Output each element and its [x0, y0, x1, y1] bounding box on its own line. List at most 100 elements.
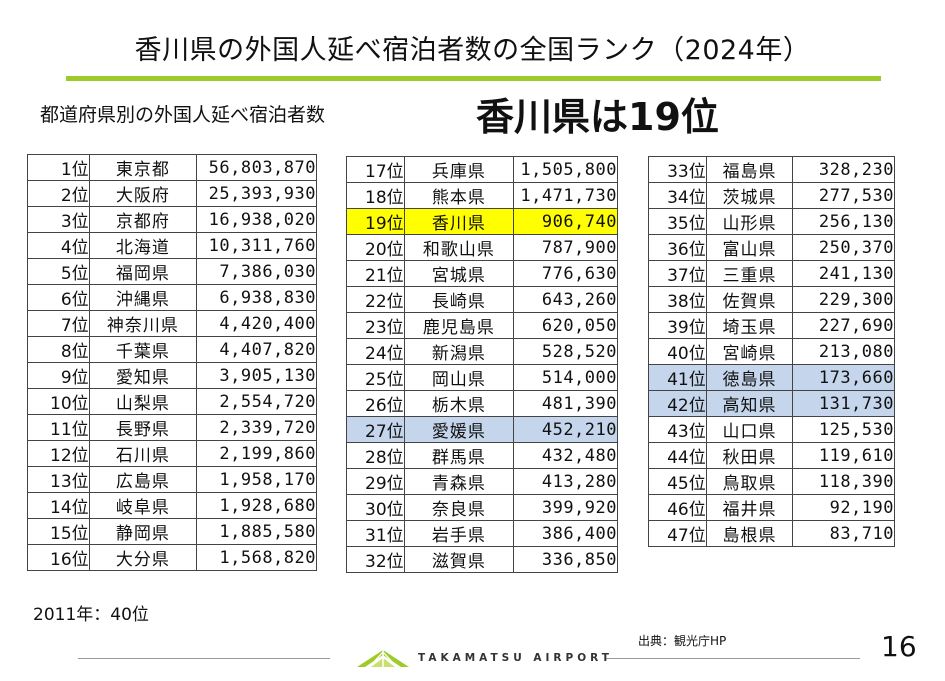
table-row: 45位 鳥取県 118,390 [648, 468, 895, 495]
table-row: 34位 茨城県 277,530 [648, 182, 895, 209]
prefecture-cell: 滋賀県 [403, 546, 515, 573]
rank-cell: 25位 [346, 364, 405, 391]
guest-nights-cell: 514,000 [513, 364, 618, 391]
rank-cell: 8位 [27, 336, 90, 363]
table-row: 21位 宮城県 776,630 [346, 260, 618, 287]
rank-cell: 33位 [648, 156, 707, 183]
prefecture-cell: 熊本県 [403, 182, 515, 209]
prefecture-cell: 長崎県 [403, 286, 515, 313]
guest-nights-cell: 250,370 [792, 234, 895, 261]
rank-cell: 47位 [648, 520, 707, 547]
rank-cell: 2位 [27, 180, 90, 207]
table-row: 26位 栃木県 481,390 [346, 390, 618, 417]
table-row: 5位 福岡県 7,386,030 [27, 258, 317, 285]
prefecture-cell: 鳥取県 [705, 468, 794, 495]
guest-nights-cell: 643,260 [513, 286, 618, 313]
guest-nights-cell: 118,390 [792, 468, 895, 495]
table-row: 17位 兵庫県 1,505,800 [346, 156, 618, 183]
prefecture-cell: 埼玉県 [705, 312, 794, 339]
prefecture-cell: 石川県 [88, 440, 198, 467]
prefecture-cell: 山口県 [705, 416, 794, 443]
guest-nights-cell: 213,080 [792, 338, 895, 365]
guest-nights-cell: 83,710 [792, 520, 895, 547]
rank-cell: 34位 [648, 182, 707, 209]
guest-nights-cell: 92,190 [792, 494, 895, 521]
prefecture-cell: 兵庫県 [403, 156, 515, 183]
prefecture-cell: 栃木県 [403, 390, 515, 417]
table-row: 23位 鹿児島県 620,050 [346, 312, 618, 339]
prefecture-cell: 群馬県 [403, 442, 515, 469]
rank-cell: 11位 [27, 414, 90, 441]
prefecture-cell: 新潟県 [403, 338, 515, 365]
prefecture-cell: 大分県 [88, 544, 198, 571]
rank-cell: 13位 [27, 466, 90, 493]
ranking-table-2: 17位 兵庫県 1,505,800 18位 熊本県 1,471,730 19位 香川県 906,… [346, 156, 618, 573]
rank-cell: 12位 [27, 440, 90, 467]
table-row: 22位 長崎県 643,260 [346, 286, 618, 313]
guest-nights-cell: 328,230 [792, 156, 895, 183]
rank-cell: 5位 [27, 258, 90, 285]
guest-nights-cell: 1,928,680 [196, 492, 317, 519]
table-row: 42位 高知県 131,730 [648, 390, 895, 417]
prefecture-cell: 鹿児島県 [403, 312, 515, 339]
table-row: 3位 京都府 16,938,020 [27, 206, 317, 233]
guest-nights-cell: 119,610 [792, 442, 895, 469]
prefecture-cell: 千葉県 [88, 336, 198, 363]
table-row: 46位 福井県 92,190 [648, 494, 895, 521]
rank-cell: 21位 [346, 260, 405, 287]
prefecture-cell: 高知県 [705, 390, 794, 417]
guest-nights-cell: 241,130 [792, 260, 895, 287]
table-row: 7位 神奈川県 4,420,400 [27, 310, 317, 337]
table-row: 20位 和歌山県 787,900 [346, 234, 618, 261]
guest-nights-cell: 1,885,580 [196, 518, 317, 545]
prefecture-cell: 北海道 [88, 232, 198, 259]
table-row: 41位 徳島県 173,660 [648, 364, 895, 391]
ranking-table-3: 33位 福島県 328,230 34位 茨城県 277,530 35位 山形県 256,130 3… [648, 156, 895, 547]
guest-nights-cell: 229,300 [792, 286, 895, 313]
prefecture-cell: 京都府 [88, 206, 198, 233]
guest-nights-cell: 776,630 [513, 260, 618, 287]
table-caption: 都道府県別の外国人延べ宿泊者数 [40, 104, 326, 126]
rank-cell: 17位 [346, 156, 405, 183]
rank-cell: 16位 [27, 544, 90, 571]
table-row: 16位 大分県 1,568,820 [27, 544, 317, 571]
prefecture-cell: 佐賀県 [705, 286, 794, 313]
guest-nights-cell: 481,390 [513, 390, 618, 417]
prefecture-cell: 三重県 [705, 260, 794, 287]
guest-nights-cell: 336,850 [513, 546, 618, 573]
guest-nights-cell: 173,660 [792, 364, 895, 391]
page-number: 16 [881, 630, 917, 663]
guest-nights-cell: 386,400 [513, 520, 618, 547]
guest-nights-cell: 125,530 [792, 416, 895, 443]
rank-cell: 23位 [346, 312, 405, 339]
rank-cell: 29位 [346, 468, 405, 495]
rank-cell: 39位 [648, 312, 707, 339]
headline: 香川県は19位 [476, 95, 719, 139]
rank-cell: 14位 [27, 492, 90, 519]
rank-cell: 10位 [27, 388, 90, 415]
guest-nights-cell: 620,050 [513, 312, 618, 339]
prefecture-cell: 愛知県 [88, 362, 198, 389]
prefecture-cell: 島根県 [705, 520, 794, 547]
prefecture-cell: 宮城県 [403, 260, 515, 287]
table-row: 39位 埼玉県 227,690 [648, 312, 895, 339]
table-row: 33位 福島県 328,230 [648, 156, 895, 183]
rank-cell: 44位 [648, 442, 707, 469]
rank-cell: 41位 [648, 364, 707, 391]
prefecture-cell: 広島県 [88, 466, 198, 493]
prefecture-cell: 和歌山県 [403, 234, 515, 261]
rank-cell: 28位 [346, 442, 405, 469]
table-row: 1位 東京都 56,803,870 [27, 154, 317, 181]
source-credit: 出典：観光庁HP [638, 634, 727, 648]
table-row: 12位 石川県 2,199,860 [27, 440, 317, 467]
guest-nights-cell: 399,920 [513, 494, 618, 521]
table-row: 14位 岐阜県 1,928,680 [27, 492, 317, 519]
rank-cell: 1位 [27, 154, 90, 181]
rank-cell: 37位 [648, 260, 707, 287]
rank-cell: 35位 [648, 208, 707, 235]
table-row: 13位 広島県 1,958,170 [27, 466, 317, 493]
guest-nights-cell: 16,938,020 [196, 206, 317, 233]
rank-cell: 7位 [27, 310, 90, 337]
table-row: 11位 長野県 2,339,720 [27, 414, 317, 441]
guest-nights-cell: 1,471,730 [513, 182, 618, 209]
